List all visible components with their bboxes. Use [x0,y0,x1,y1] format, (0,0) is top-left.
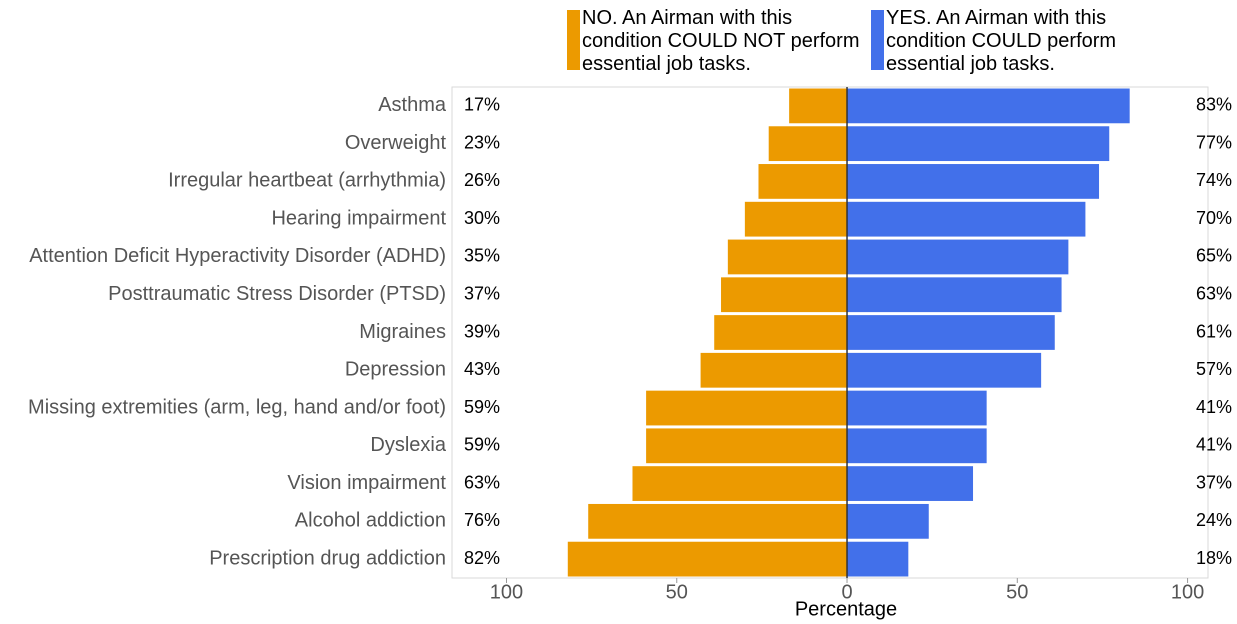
bar [847,390,987,426]
value-label: 74% [1196,170,1232,190]
y-tick-label: Posttraumatic Stress Disorder (PTSD) [108,283,446,305]
bar [632,466,848,501]
y-tick-label: Missing extremities (arm, leg, hand and/… [28,396,446,418]
bar [567,541,848,577]
y-tick-label: Hearing impairment [271,207,446,229]
legend-swatch [567,10,580,70]
bar [847,428,987,464]
value-label: 30% [464,208,500,228]
value-label: 39% [464,321,500,341]
bar [727,239,848,275]
value-label: 77% [1196,132,1232,152]
value-label: 26% [464,170,500,190]
y-tick-label: Overweight [345,132,447,154]
value-label: 61% [1196,321,1232,341]
y-tick-label: Asthma [378,94,447,116]
bar [789,88,848,124]
value-label: 17% [464,95,500,115]
bar [721,277,848,313]
y-tick-label: Prescription drug addiction [209,547,446,569]
bar [847,88,1130,124]
x-tick-label: 50 [666,581,688,603]
x-tick-label: 100 [490,581,523,603]
value-label: 63% [464,472,500,492]
x-tick-label: 50 [1006,581,1028,603]
value-label: 43% [464,359,500,379]
legend-label: NO. An Airman with this condition COULD … [582,7,860,75]
value-label: 82% [464,548,500,568]
bar [847,239,1069,275]
x-tick-label: 100 [1171,581,1204,603]
bar [847,315,1055,350]
value-label: 41% [1196,435,1232,455]
value-label: 63% [1196,283,1232,303]
y-tick-label: Irregular heartbeat (arrhythmia) [168,170,446,192]
bar [847,352,1042,388]
value-label: 76% [464,510,500,530]
bar [768,126,848,162]
plot-frame [451,86,1209,579]
value-label: 65% [1196,246,1232,266]
bar [646,428,848,464]
value-label: 59% [464,435,500,455]
bar [847,201,1086,237]
bar [847,277,1062,313]
y-tick-label: Attention Deficit Hyperactivity Disorder… [29,245,446,267]
y-tick-label: Dyslexia [370,434,446,456]
bar [588,503,848,539]
y-tick-label: Depression [345,359,446,381]
bar [847,466,974,501]
bar [758,164,848,199]
bar [847,541,909,577]
legend-label: YES. An Airman with this condition COULD… [886,7,1117,75]
value-label: 23% [464,132,500,152]
y-tick-label: Migraines [359,321,446,343]
bar [646,390,848,426]
value-label: 59% [464,397,500,417]
value-label: 57% [1196,359,1232,379]
bar [847,126,1110,162]
x-tick-label: 0 [841,581,852,603]
value-label: 37% [1196,472,1232,492]
y-tick-label: Alcohol addiction [295,510,446,532]
value-label: 18% [1196,548,1232,568]
value-label: 37% [464,283,500,303]
value-label: 24% [1196,510,1232,530]
bar [700,352,848,388]
value-label: 83% [1196,95,1232,115]
x-axis-title: Percentage [795,598,897,620]
y-tick-label: Vision impairment [287,472,446,494]
bar [744,201,848,237]
legend-swatch [871,10,884,70]
bar [847,503,929,539]
bar [714,315,848,350]
value-label: 41% [1196,397,1232,417]
bar [847,164,1100,199]
value-label: 70% [1196,208,1232,228]
value-label: 35% [464,246,500,266]
